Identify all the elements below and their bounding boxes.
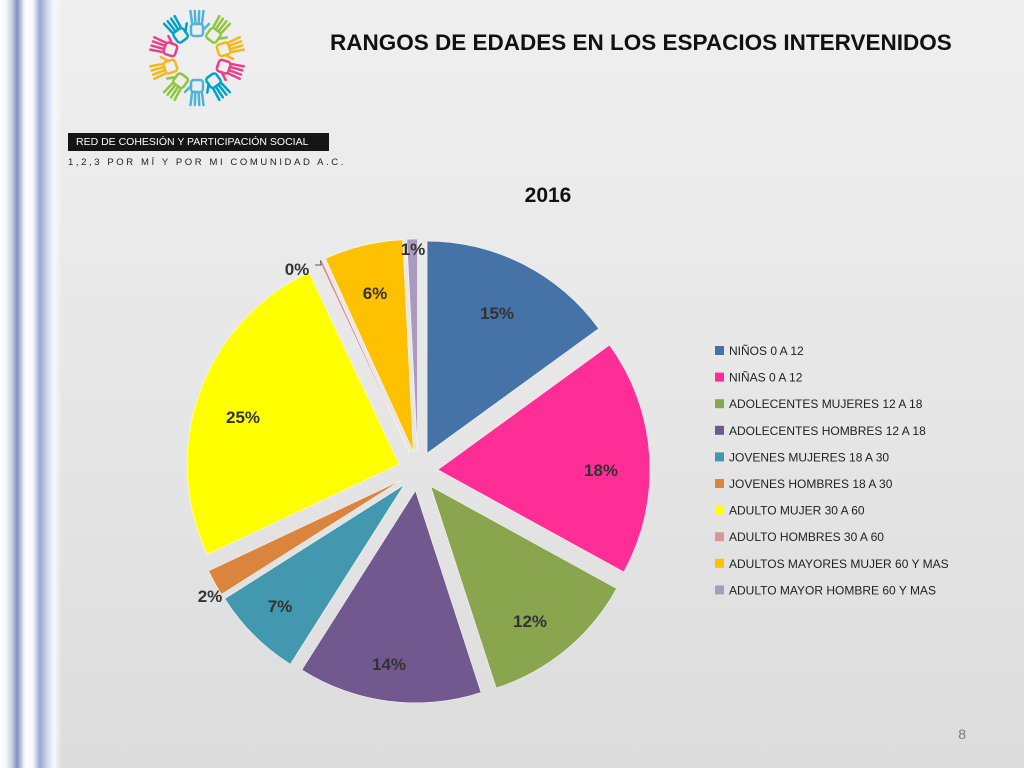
pie-slices	[186, 238, 651, 704]
data-label: 0%	[285, 260, 310, 279]
page-number: 8	[958, 726, 966, 742]
legend-label: ADULTOS MAYORES MUJER 60 Y MAS	[729, 557, 949, 571]
pie-slice	[208, 480, 401, 595]
legend-label: NIÑAS 0 A 12	[729, 371, 803, 385]
pie-slice	[426, 240, 599, 454]
legend-label: JOVENES MUJERES 18 A 30	[729, 450, 889, 464]
legend-label: JOVENES HOMBRES 18 A 30	[729, 477, 893, 491]
data-label: 14%	[372, 655, 406, 674]
decorative-side-bar	[0, 0, 62, 768]
logo-hand-icon	[149, 55, 179, 80]
chart-title: 2016	[525, 184, 572, 207]
logo-hand-icon	[215, 58, 245, 82]
legend-swatch	[715, 452, 724, 462]
logo-hand-icon	[189, 9, 211, 38]
data-label: 2%	[198, 587, 223, 606]
logo-hand-icon	[183, 78, 205, 107]
data-label: 7%	[268, 597, 293, 616]
pie-slice	[437, 344, 651, 573]
organization-logo	[149, 9, 245, 107]
legend-swatch	[715, 505, 724, 515]
leader-line	[315, 260, 322, 266]
legend-swatch	[715, 425, 724, 435]
slide-title: RANGOS DE EDADES EN LOS ESPACIOS INTERVE…	[330, 30, 952, 55]
legend-label: ADULTO MUJER 30 A 60	[729, 504, 865, 518]
data-label: 1%	[401, 240, 426, 259]
logo-hand-icon	[162, 72, 189, 102]
pie-slice	[406, 238, 418, 452]
legend-swatch	[715, 532, 724, 542]
legend-label: ADOLECENTES HOMBRES 12 A 18	[729, 424, 926, 438]
pie-slice	[301, 490, 482, 704]
pie-slice	[186, 272, 400, 555]
legend-swatch	[715, 372, 724, 382]
organization-tagline: 1,2,3 POR MÍ Y POR MI COMUNIDAD A.C.	[68, 157, 347, 168]
pie-slice	[430, 485, 617, 689]
pie-slice	[224, 484, 405, 665]
legend-swatch	[715, 479, 724, 488]
data-label: 15%	[480, 304, 514, 323]
logo-hand-icon	[162, 14, 189, 44]
chart-legend: NIÑOS 0 A 12 NIÑAS 0 A 12 ADOLECENTES MUJE…	[715, 344, 949, 597]
leader-lines	[315, 260, 322, 266]
legend-label: ADULTO MAYOR HOMBRE 60 Y MAS	[729, 583, 936, 597]
legend-swatch	[715, 346, 724, 355]
legend-label: ADOLECENTES MUJERES 12 A 18	[729, 397, 923, 411]
organization-name: RED DE COHESIÓN Y PARTICIPACIÓN SOCIAL	[68, 133, 329, 151]
legend-swatch	[715, 399, 724, 409]
data-label: 6%	[363, 284, 388, 303]
legend-label: NIÑOS 0 A 12	[729, 344, 804, 358]
logo-hand-icon	[205, 14, 232, 44]
data-label: 18%	[584, 461, 618, 480]
logo-hand-icon	[215, 36, 245, 61]
data-label: 12%	[513, 612, 547, 631]
data-label: 25%	[226, 408, 260, 427]
logo-hand-icon	[149, 34, 179, 58]
legend-label: ADULTO HOMBRES 30 A 60	[729, 530, 884, 544]
legend-swatch	[715, 558, 724, 568]
pie-slice	[325, 239, 414, 452]
logo-hand-icon	[205, 72, 232, 102]
data-labels: 15% 18% 12% 14% 7% 2% 25% 0% 6% 1%	[198, 240, 618, 674]
legend-swatch	[715, 585, 724, 595]
